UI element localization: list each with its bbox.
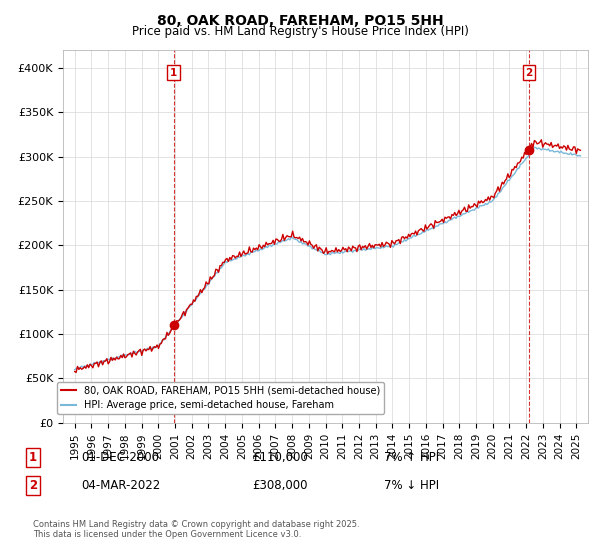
Text: 7% ↓ HPI: 7% ↓ HPI <box>384 479 439 492</box>
Text: 80, OAK ROAD, FAREHAM, PO15 5HH: 80, OAK ROAD, FAREHAM, PO15 5HH <box>157 14 443 28</box>
Text: 1: 1 <box>170 68 177 78</box>
Text: 2: 2 <box>526 68 533 78</box>
Text: 2: 2 <box>29 479 37 492</box>
Text: 7% ↑ HPI: 7% ↑ HPI <box>384 451 439 464</box>
Text: 01-DEC-2000: 01-DEC-2000 <box>81 451 159 464</box>
Text: Contains HM Land Registry data © Crown copyright and database right 2025.
This d: Contains HM Land Registry data © Crown c… <box>33 520 359 539</box>
Text: £110,000: £110,000 <box>252 451 308 464</box>
Text: 04-MAR-2022: 04-MAR-2022 <box>81 479 160 492</box>
Text: Price paid vs. HM Land Registry's House Price Index (HPI): Price paid vs. HM Land Registry's House … <box>131 25 469 38</box>
Text: 1: 1 <box>29 451 37 464</box>
Text: £308,000: £308,000 <box>252 479 308 492</box>
Legend: 80, OAK ROAD, FAREHAM, PO15 5HH (semi-detached house), HPI: Average price, semi-: 80, OAK ROAD, FAREHAM, PO15 5HH (semi-de… <box>57 381 383 414</box>
